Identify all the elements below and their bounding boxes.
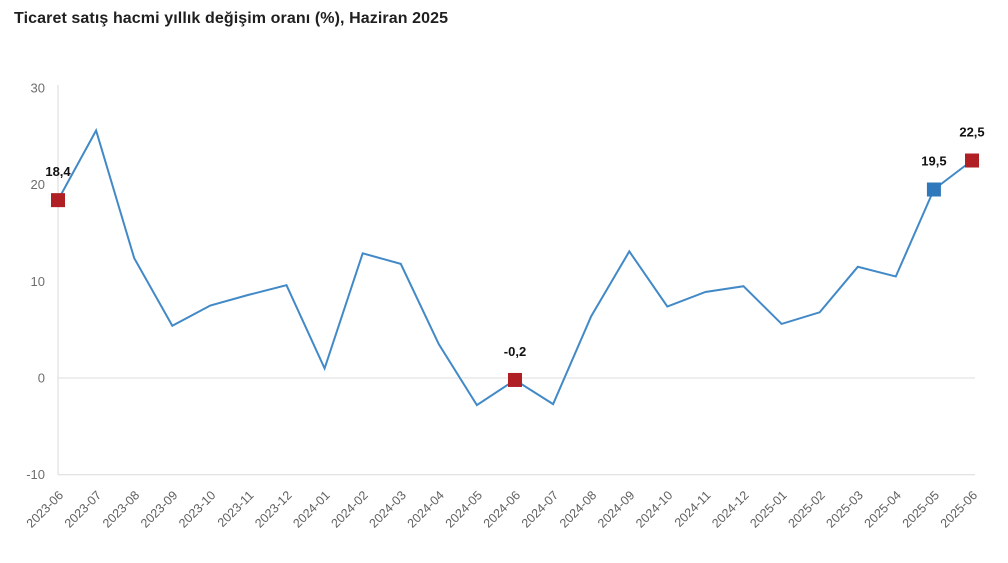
x-tick-label: 2024-04 bbox=[405, 488, 447, 530]
trend-line bbox=[57, 127, 973, 407]
x-tick-label: 2024-06 bbox=[481, 488, 523, 530]
x-tick-label: 2024-07 bbox=[519, 488, 561, 530]
x-tick-label: 2025-02 bbox=[785, 488, 827, 530]
x-tick-label: 2024-02 bbox=[328, 488, 370, 530]
x-tick-label: 2024-09 bbox=[595, 488, 637, 530]
y-tick-label: 0 bbox=[38, 371, 45, 386]
value-label-2024-06: -0,2 bbox=[504, 344, 526, 359]
y-tick-label: -10 bbox=[26, 467, 45, 482]
x-tick-label: 2023-06 bbox=[24, 488, 66, 530]
x-tick-label: 2023-12 bbox=[252, 488, 294, 530]
x-tick-label: 2024-01 bbox=[290, 488, 332, 530]
value-label-2025-05: 19,5 bbox=[921, 154, 946, 169]
chart-title: Ticaret satış hacmi yıllık değişim oranı… bbox=[14, 10, 449, 27]
x-tick-label: 2023-09 bbox=[138, 488, 180, 530]
x-tick-label: 2025-01 bbox=[747, 488, 789, 530]
highlight-marker-2023-06 bbox=[51, 193, 65, 208]
x-tick-label: 2025-04 bbox=[862, 488, 904, 530]
value-label-2023-06: 18,4 bbox=[45, 164, 71, 179]
x-tick-label: 2025-06 bbox=[938, 488, 980, 530]
x-tick-label: 2024-11 bbox=[672, 488, 714, 530]
x-tick-label: 2023-10 bbox=[176, 488, 218, 530]
x-tick-label: 2025-03 bbox=[824, 488, 866, 530]
x-tick-label: 2024-10 bbox=[633, 488, 675, 530]
y-tick-label: 30 bbox=[31, 81, 45, 96]
x-tick-label: 2023-07 bbox=[62, 488, 104, 530]
value-label-2025-06: 22,5 bbox=[959, 125, 984, 140]
x-tick-label: 2023-11 bbox=[215, 488, 257, 530]
x-tick-label: 2024-05 bbox=[443, 488, 485, 530]
y-tick-label: 10 bbox=[31, 274, 45, 289]
y-tick-label: 20 bbox=[31, 177, 45, 192]
x-tick-label: 2024-12 bbox=[709, 488, 751, 530]
highlight-marker-2024-06 bbox=[508, 372, 522, 387]
x-tick-label: 2023-08 bbox=[100, 488, 142, 530]
x-tick-label: 2025-05 bbox=[900, 488, 942, 530]
highlight-marker-2025-06 bbox=[965, 153, 979, 168]
highlight-marker-2025-05 bbox=[926, 182, 941, 197]
x-tick-label: 2024-03 bbox=[367, 488, 409, 530]
x-tick-label: 2024-08 bbox=[557, 488, 599, 530]
